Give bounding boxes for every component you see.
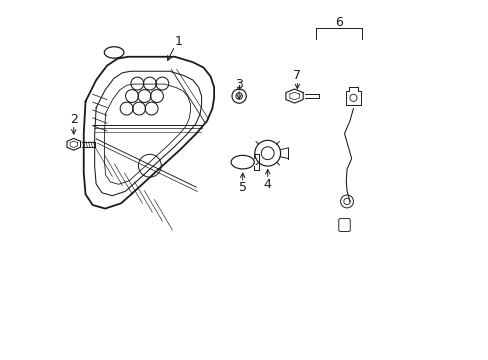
- Polygon shape: [345, 87, 361, 105]
- Polygon shape: [285, 89, 303, 103]
- Text: 6: 6: [335, 15, 343, 28]
- Text: 2: 2: [70, 113, 78, 126]
- Polygon shape: [67, 138, 81, 150]
- Text: 4: 4: [263, 178, 271, 191]
- Text: 7: 7: [293, 69, 301, 82]
- Text: 5: 5: [238, 181, 246, 194]
- Text: 1: 1: [174, 35, 182, 48]
- Text: 3: 3: [235, 78, 243, 91]
